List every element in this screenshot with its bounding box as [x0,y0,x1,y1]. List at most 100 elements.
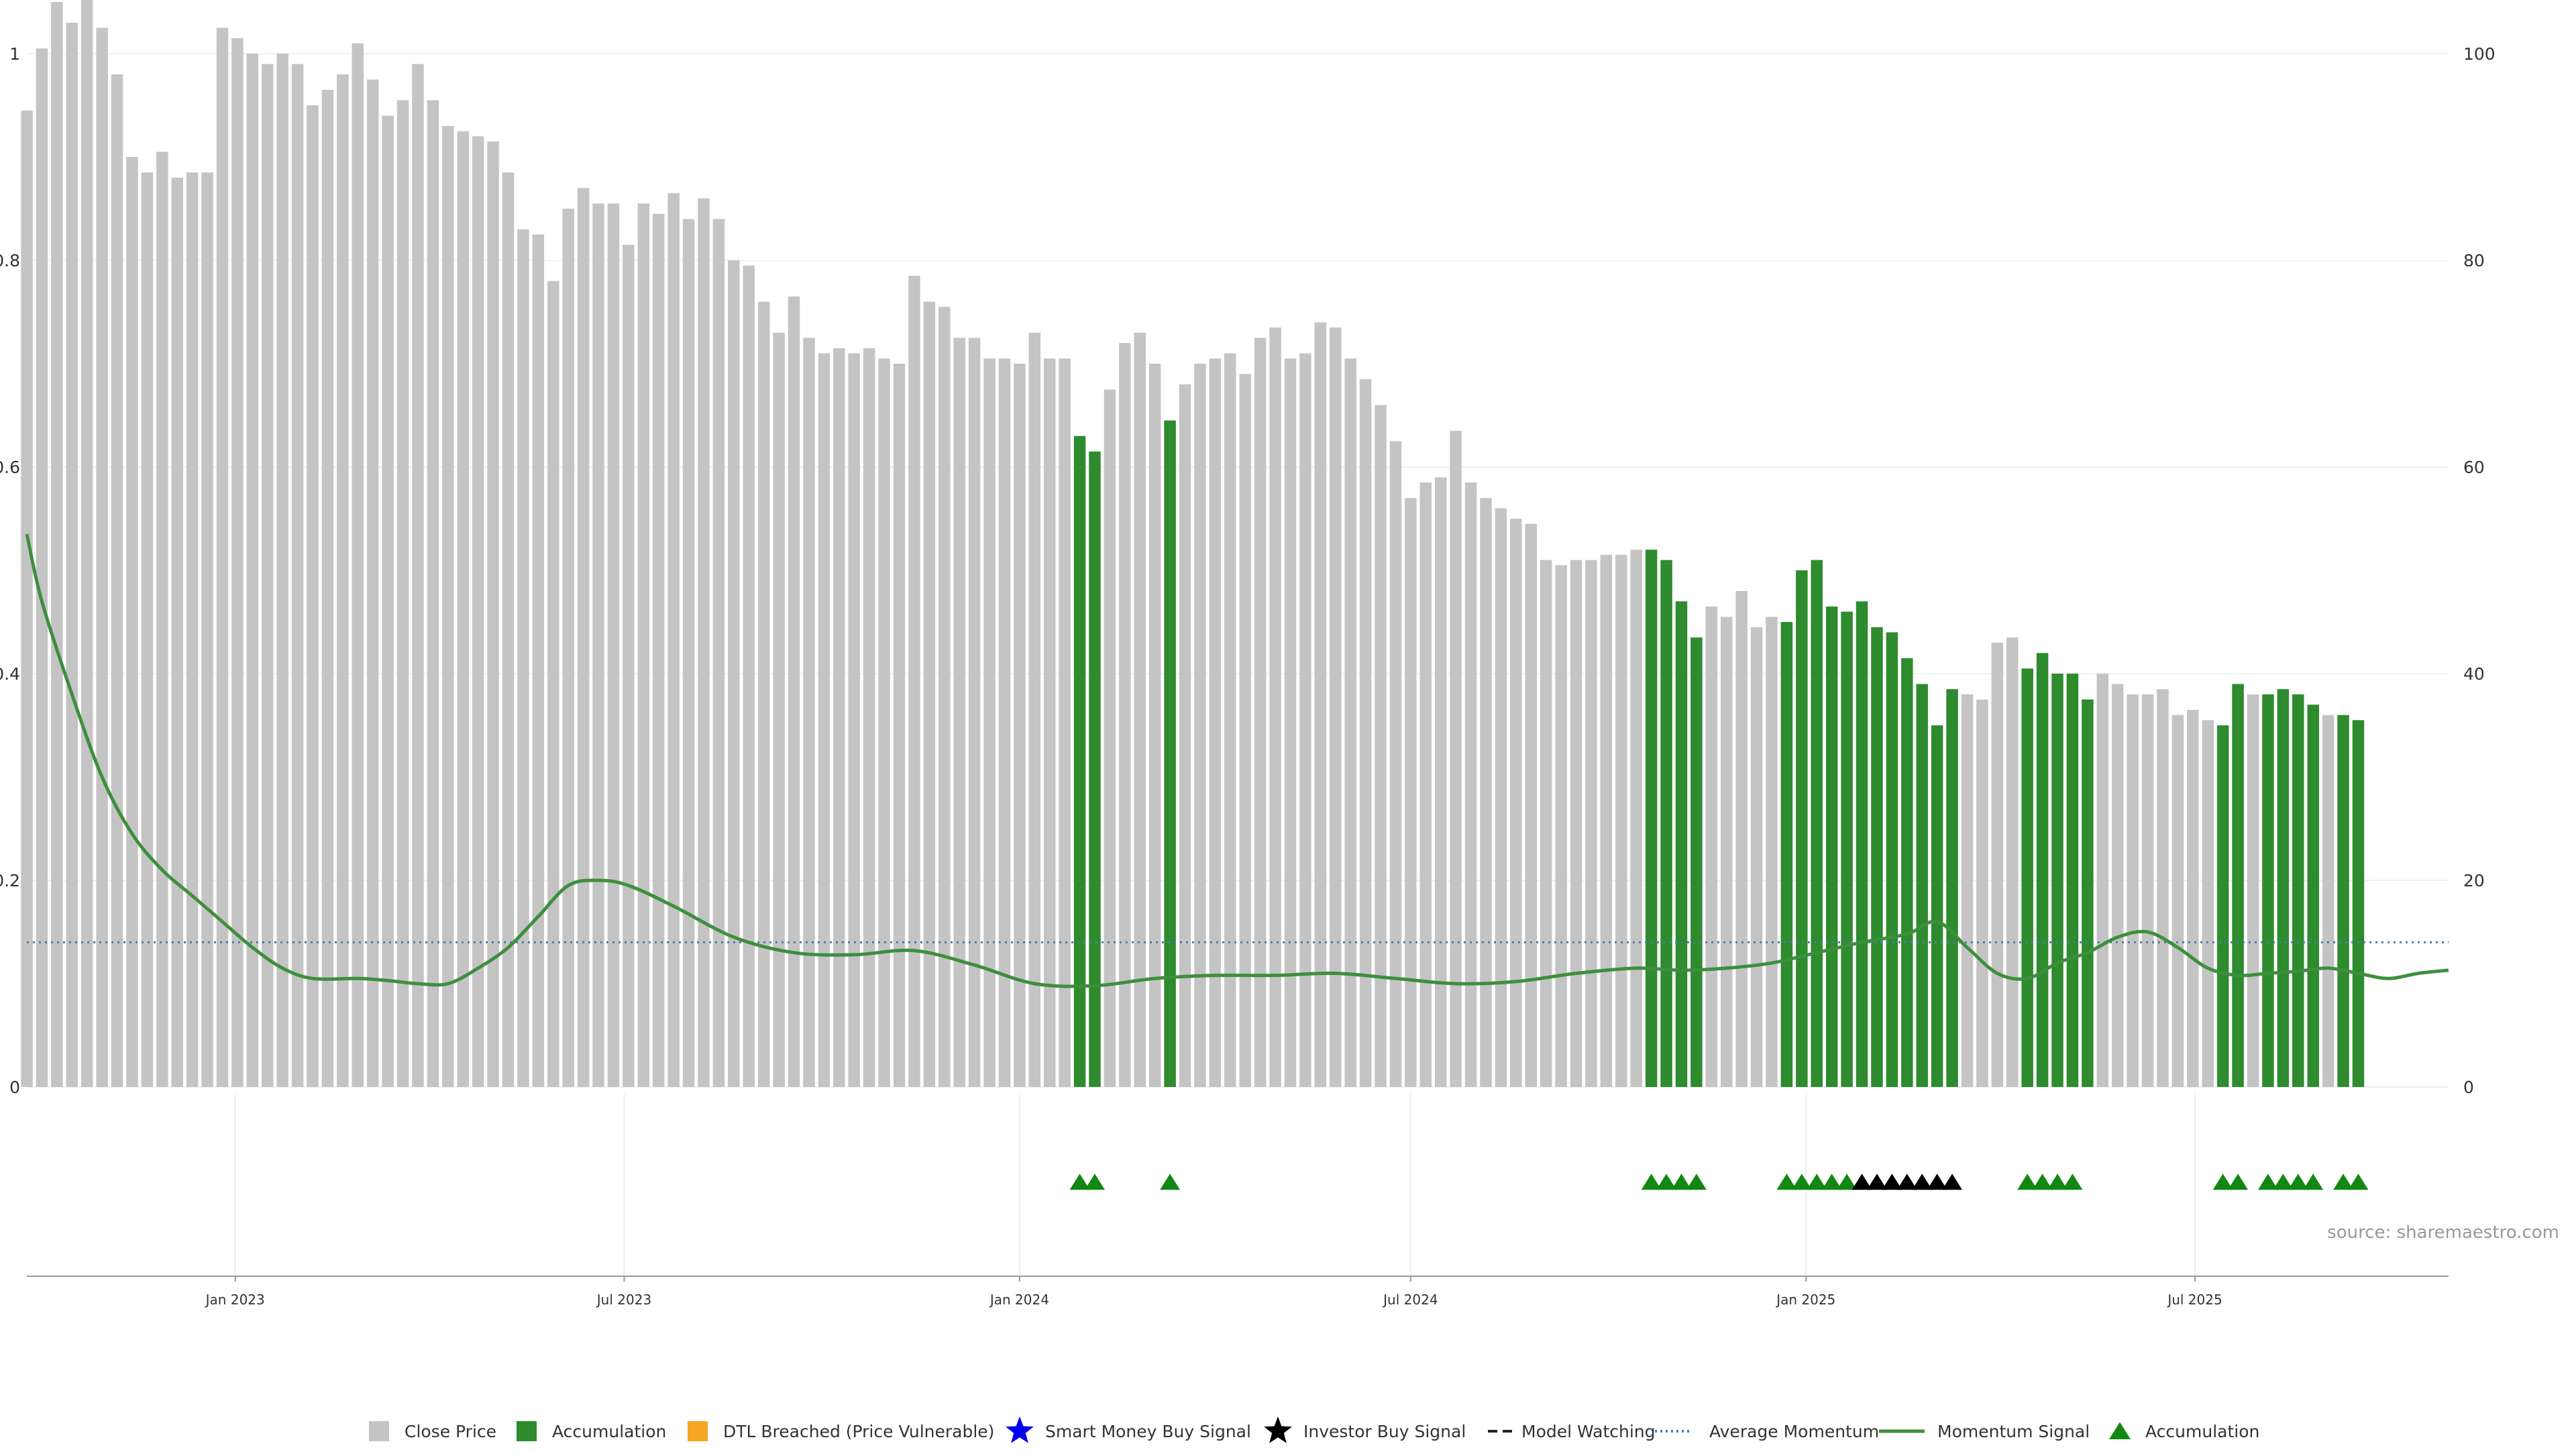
left-tick-label: 1 [9,44,20,64]
close-price-bar [111,74,123,1087]
right-tick-label: 40 [2463,664,2485,684]
close-price-bar [2111,684,2124,1087]
close-price-bar [427,100,439,1087]
close-price-bar [2127,694,2139,1087]
close-price-bar [848,353,860,1087]
close-price-bar [352,43,364,1088]
close-price-bar [201,172,213,1088]
accumulation-bar [2262,694,2274,1087]
left-tick-label: 0.4 [0,664,20,684]
left-tick-label: 0.8 [0,251,20,270]
close-price-bar [1224,353,1236,1087]
accumulation-bar [1931,725,1943,1087]
close-price-bar [1239,374,1251,1087]
close-price-bar [1314,322,1327,1087]
close-price-bar [2171,715,2184,1087]
close-price-bar [231,38,244,1087]
close-price-bar [953,338,965,1087]
close-price-bar [878,358,890,1087]
close-price-bar [502,172,515,1088]
momentum-signal-line [25,533,2449,988]
close-price-bar [833,348,845,1087]
close-price-bar [728,260,740,1087]
accumulation-bar [2232,684,2244,1087]
accumulation-marker [2228,1174,2249,1190]
right-tick-label: 100 [2463,44,2496,64]
close-price-bar [1254,338,1267,1087]
close-price-bar [998,358,1011,1087]
accumulation-marker [2257,1174,2278,1190]
accumulation-marker [1656,1174,1677,1190]
accumulation-bar [1871,627,1883,1087]
legend-square-icon [517,1421,537,1441]
legend-star-icon [1006,1416,1034,1443]
x-tick-label: Jan 2025 [1775,1292,1835,1308]
right-tick-label: 20 [2463,871,2485,890]
accumulation-bar [2337,715,2349,1087]
close-price-bar [171,177,183,1087]
close-price-bar [80,0,93,1087]
left-tick-label: 0.6 [0,458,20,477]
investor-buy-marker [1942,1174,1963,1190]
close-price-bar [682,219,695,1087]
close-price-bar [1570,560,1582,1087]
accumulation-marker [2288,1174,2308,1190]
close-price-bar [291,64,304,1087]
close-price-bar [1330,327,1342,1088]
accumulation-bar [2307,705,2319,1087]
close-price-bar [2202,720,2214,1087]
close-price-bar [1375,405,1387,1087]
close-price-bar [1705,606,1718,1087]
accumulation-bar [1796,570,1808,1087]
close-price-bar [36,48,48,1087]
x-tick-label: Jan 2023 [205,1292,265,1308]
accumulation-marker [2348,1174,2369,1190]
accumulation-bar [1946,689,1958,1087]
close-price-bar [908,276,920,1088]
legend-label: Accumulation [2145,1422,2259,1441]
accumulation-bar [1073,435,1086,1087]
close-price-bar [562,209,574,1087]
close-price-bar [1630,550,1642,1087]
legend-item: Investor Buy Signal [1264,1416,1466,1443]
accumulation-bar [1645,550,1658,1087]
left-tick-label: 0.2 [0,871,20,890]
close-price-bar [262,64,274,1087]
close-price-bar [1495,508,1507,1087]
close-price-bar [893,364,906,1087]
legend-label: Momentum Signal [1937,1422,2090,1441]
legend-label: Accumulation [552,1422,666,1441]
legend-item: Model Watching [1488,1422,1656,1441]
investor-buy-marker [1927,1174,1947,1190]
close-price-bar [1014,364,1026,1087]
close-price-bar [592,203,604,1087]
accumulation-marker [1821,1174,1842,1190]
legend-label: Average Momentum [1709,1422,1879,1441]
close-price-bar [141,172,154,1088]
close-price-bar [712,219,725,1087]
close-price-bar [307,105,319,1087]
close-price-bar [1464,482,1477,1087]
close-price-bar [457,131,469,1087]
close-price-bar [623,244,635,1087]
accumulation-marker [2303,1174,2324,1190]
accumulation-bar [1841,611,1853,1087]
axis-layer: 0 0.2 0.4 0.6 0.8 1 0 20 40 60 80 100 Jan 2023 Jul 20… [0,44,2496,1308]
close-price-bar [743,265,755,1088]
close-price-bar [1991,642,2004,1087]
x-tick-label: Jul 2024 [1382,1292,1438,1308]
legend-triangle-icon [2109,1422,2131,1439]
close-price-bar [1525,523,1537,1087]
close-price-bar [2247,694,2259,1087]
close-price-bar [637,203,650,1087]
investor-buy-marker [1866,1174,1887,1190]
close-price-bar [1585,560,1597,1087]
close-price-bar [1961,694,1974,1087]
accumulation-bar [2277,689,2290,1087]
investor-buy-marker [1851,1174,1872,1190]
close-price-bar [1434,477,1447,1087]
accumulation-bar [2021,668,2033,1087]
legend-star-icon [1264,1416,1292,1443]
close-price-bar [1209,358,1222,1087]
close-price-bar [1179,384,1191,1087]
